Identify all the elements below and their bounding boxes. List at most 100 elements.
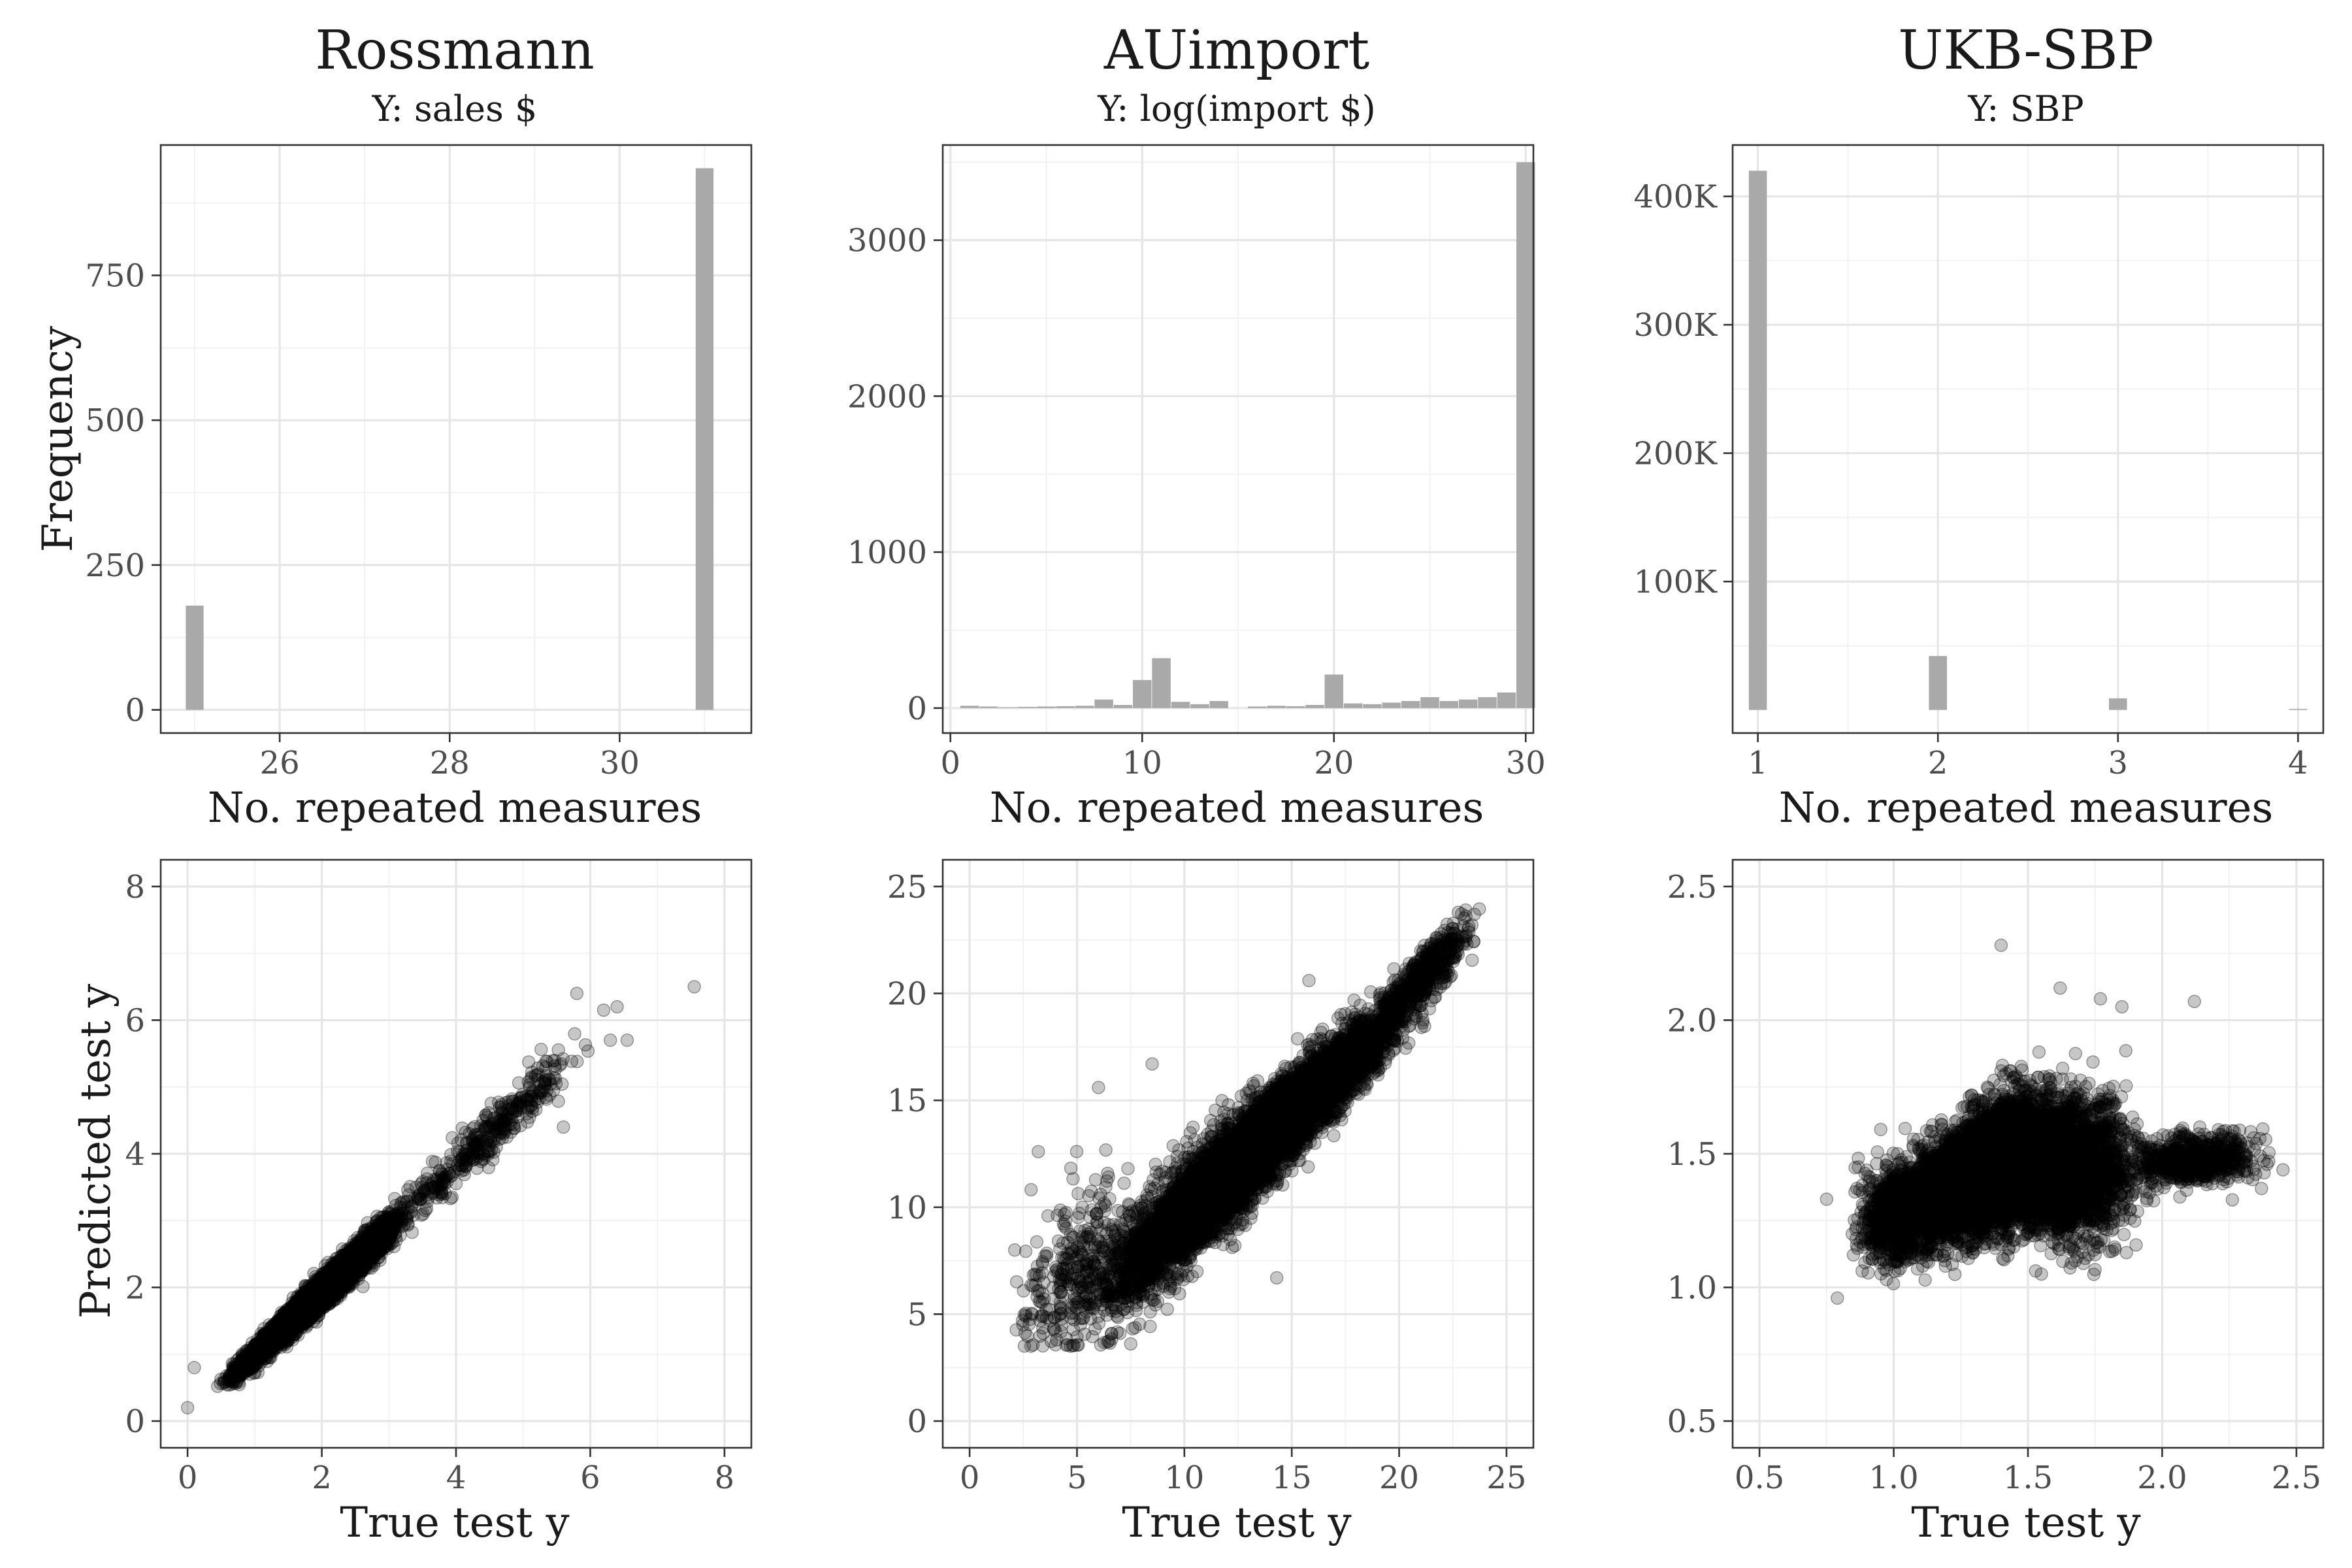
x-tick-label: 30	[600, 745, 640, 781]
scatter-point	[280, 1316, 294, 1330]
scatter-point	[325, 1273, 338, 1287]
histogram-bar	[1190, 704, 1209, 708]
scatter-point	[357, 1245, 372, 1259]
scatter-point	[337, 1269, 351, 1284]
scatter-point	[304, 1307, 318, 1320]
scatter-point	[331, 1277, 346, 1292]
scatter-point	[274, 1320, 289, 1334]
scatter-point	[317, 1294, 331, 1307]
scatter-point	[311, 1286, 325, 1301]
scatter-point	[296, 1305, 310, 1318]
scatter-point	[308, 1285, 322, 1299]
x-tick-label: 10	[1122, 745, 1162, 781]
scatter-point	[265, 1331, 278, 1345]
scatter-point	[308, 1283, 321, 1297]
y-tick-label: 3000	[847, 223, 927, 259]
scatter-point	[314, 1285, 329, 1299]
histogram-bar	[1929, 656, 1947, 710]
histogram-bar	[960, 706, 979, 708]
scatter-point	[300, 1293, 314, 1307]
scatter-point	[302, 1307, 316, 1322]
scatter-point	[325, 1289, 339, 1303]
scatter-point	[365, 1242, 378, 1256]
scatter-point	[274, 1314, 288, 1328]
scatter-point	[296, 1308, 310, 1322]
scatter-point	[289, 1296, 303, 1310]
x-tick-label: 26	[260, 745, 300, 781]
scatter-point	[285, 1312, 299, 1326]
scatter-point	[290, 1305, 304, 1318]
scatter-point	[286, 1311, 301, 1325]
histogram-bar	[2289, 709, 2308, 710]
scatter-point	[262, 1331, 276, 1345]
scatter-point	[329, 1268, 342, 1282]
scatter-point	[286, 1316, 299, 1330]
histogram-bar	[1748, 171, 1767, 710]
histogram-bar	[979, 706, 998, 708]
scatter-point	[293, 1297, 307, 1311]
histogram-bar	[1267, 706, 1286, 708]
scatter-point	[284, 1313, 298, 1327]
scatter-points	[180, 980, 701, 1414]
x-tick-label: 2	[1928, 745, 1948, 781]
scatter-point	[285, 1311, 299, 1324]
scatter-point	[344, 1262, 357, 1276]
scatter-point	[333, 1259, 348, 1273]
scatter-point	[314, 1290, 329, 1305]
scatter-point	[297, 1301, 312, 1315]
scatter-point	[379, 1230, 393, 1244]
scatter-point	[326, 1273, 340, 1287]
histogram-bar	[1305, 705, 1324, 708]
scatter-point	[333, 1272, 348, 1286]
scatter-point	[299, 1308, 313, 1322]
scatter-point	[360, 1244, 374, 1258]
scatter-point	[314, 1281, 328, 1295]
scatter-point	[351, 1238, 365, 1252]
scatter-point	[263, 1332, 277, 1347]
histogram-bar	[1037, 706, 1056, 708]
scatter-point	[349, 1250, 363, 1265]
scatter-point	[329, 1272, 343, 1286]
scatter-point	[346, 1263, 360, 1277]
histogram-bar	[1363, 704, 1382, 708]
scatter-point	[286, 1321, 300, 1335]
scatter-point	[253, 1348, 268, 1362]
scatter-point	[261, 1343, 275, 1356]
scatter-point	[351, 1246, 366, 1260]
scatter-point	[323, 1277, 337, 1291]
histogram-bar	[695, 168, 714, 710]
scatter-point	[321, 1281, 335, 1296]
histogram-bar	[1017, 706, 1037, 708]
scatter-point	[331, 1275, 345, 1288]
scatter-point	[330, 1275, 344, 1289]
scatter-point	[240, 1362, 255, 1377]
scatter-point	[350, 1249, 364, 1262]
histogram-bar	[1152, 658, 1171, 708]
y-tick-label: 0	[907, 691, 927, 727]
scatter-point	[327, 1293, 342, 1307]
scatter-point	[376, 1235, 390, 1249]
scatter-point	[360, 1247, 374, 1262]
scatter-point	[293, 1311, 306, 1325]
scatter-point	[306, 1292, 321, 1306]
histogram-bar	[1113, 705, 1133, 708]
y-tick-label: 200K	[1634, 436, 1718, 472]
scatter-point	[258, 1333, 272, 1348]
scatter-point	[305, 1288, 319, 1301]
y-tick-label: 0	[125, 693, 145, 729]
scatter-point	[320, 1295, 334, 1309]
scatter-point	[296, 1307, 310, 1321]
scatter-point	[294, 1301, 308, 1315]
scatter-point	[323, 1292, 336, 1306]
scatter-point	[379, 1222, 393, 1236]
scatter-point	[291, 1313, 304, 1327]
scatter-point	[332, 1266, 346, 1280]
scatter-point	[329, 1267, 343, 1281]
scatter-point	[314, 1290, 328, 1303]
scatter-point	[263, 1337, 278, 1351]
scatter-point	[373, 1220, 387, 1234]
scatter-point	[314, 1279, 327, 1293]
scatter-point	[370, 1242, 384, 1256]
scatter-point	[273, 1316, 287, 1331]
